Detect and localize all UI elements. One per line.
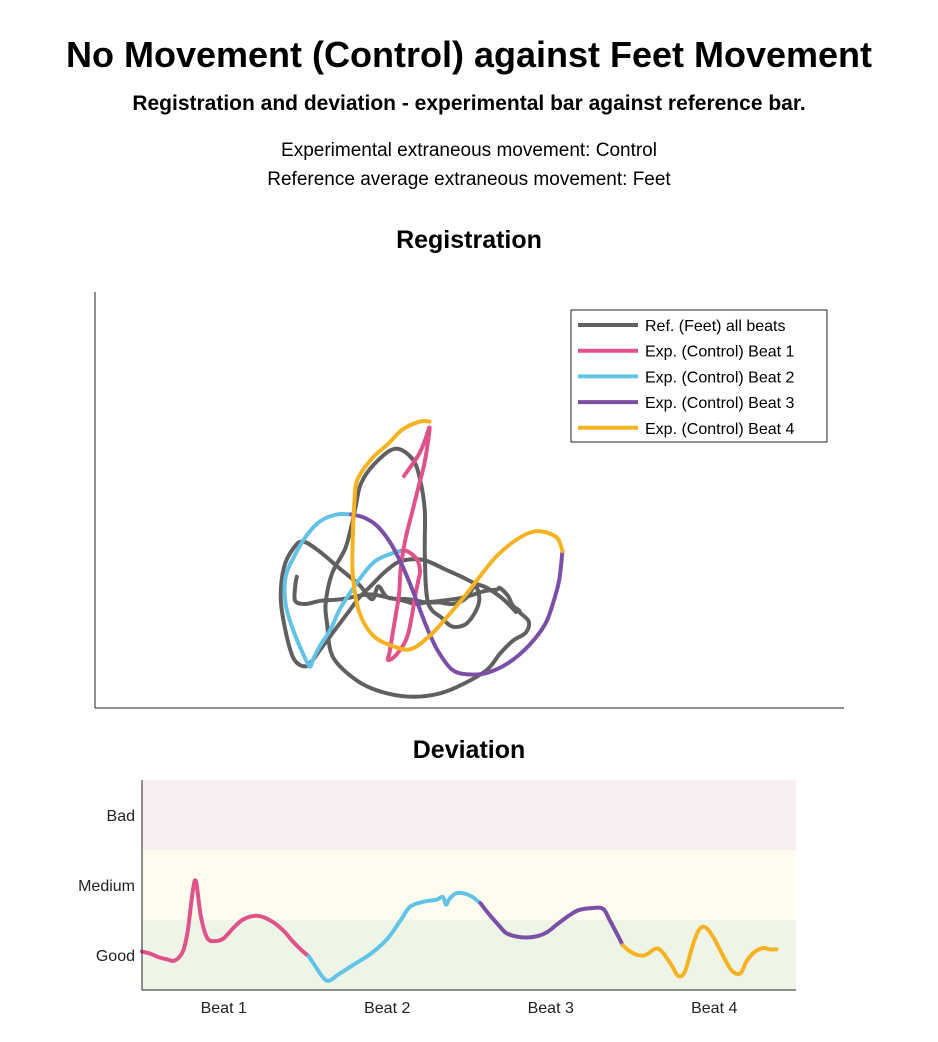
page-title: No Movement (Control) against Feet Movem… (65, 34, 873, 75)
registration-series-1 (278, 446, 532, 699)
legend-label-1: Ref. (Feet) all beats (645, 318, 786, 335)
registration-series-4 (349, 512, 565, 677)
reference-movement-label: Reference average extraneous movement: F… (267, 169, 671, 190)
experimental-movement-label: Experimental extraneous movement: Contro… (281, 140, 657, 161)
deviation-title: Deviation (412, 736, 526, 764)
registration-series-3 (282, 511, 402, 669)
legend-label-4: Exp. (Control) Beat 3 (645, 395, 795, 412)
registration-legend: Ref. (Feet) all beats Exp. (Control) Beat… (570, 309, 828, 443)
legend-label-5: Exp. (Control) Beat 4 (645, 421, 795, 438)
page-subtitle: Registration and deviation - experimenta… (132, 92, 806, 115)
registration-series-5 (350, 419, 565, 652)
registration-series-group (278, 419, 565, 699)
legend-label-2: Exp. (Control) Beat 1 (645, 344, 795, 361)
legend-label-3: Exp. (Control) Beat 2 (645, 369, 795, 386)
registration-title: Registration (396, 226, 542, 254)
registration-series-2 (385, 425, 432, 663)
